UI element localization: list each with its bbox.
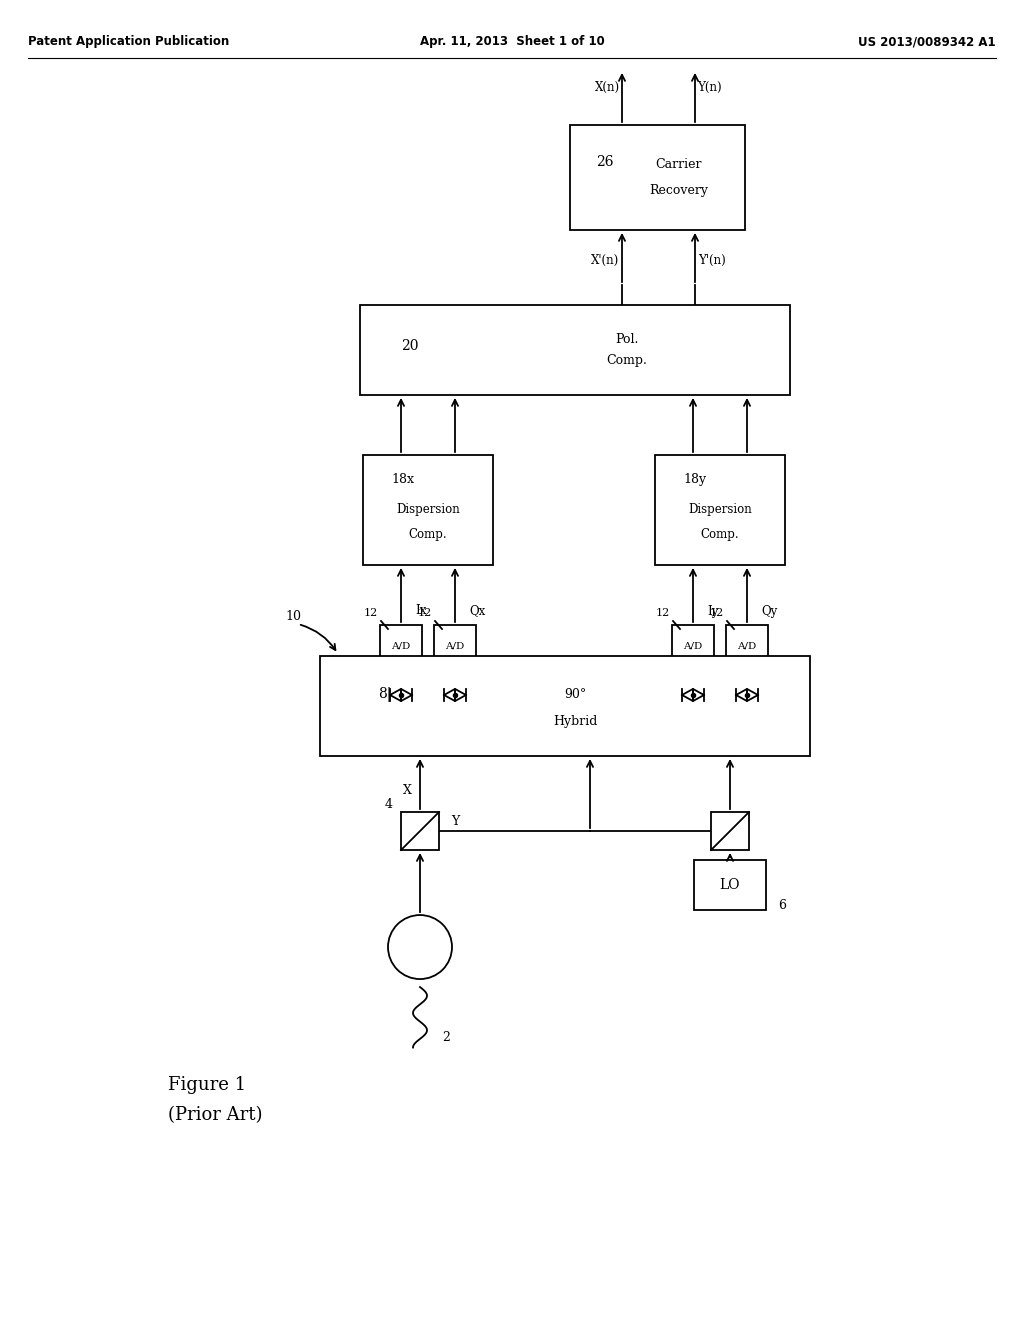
- Bar: [672, 624, 714, 667]
- Bar: [434, 624, 476, 667]
- Text: Y(n): Y(n): [697, 81, 722, 94]
- Text: US 2013/0089342 A1: US 2013/0089342 A1: [858, 36, 996, 49]
- Text: (Prior Art): (Prior Art): [168, 1106, 262, 1125]
- Text: A/D: A/D: [391, 642, 411, 651]
- Text: Dispersion: Dispersion: [688, 503, 752, 516]
- Text: 4: 4: [385, 797, 393, 810]
- Bar: [726, 624, 768, 667]
- Text: 10: 10: [285, 610, 301, 623]
- Text: Pol.: Pol.: [615, 333, 638, 346]
- Bar: [319, 656, 810, 756]
- Bar: [380, 624, 422, 667]
- Text: X: X: [403, 784, 412, 796]
- Bar: [655, 455, 785, 565]
- Text: 26: 26: [596, 154, 613, 169]
- Text: 12: 12: [418, 609, 432, 618]
- Text: Hybrid: Hybrid: [553, 714, 597, 727]
- Text: 6: 6: [778, 899, 786, 912]
- Text: 12: 12: [364, 609, 378, 618]
- Text: Apr. 11, 2013  Sheet 1 of 10: Apr. 11, 2013 Sheet 1 of 10: [420, 36, 604, 49]
- Text: Recovery: Recovery: [649, 183, 708, 197]
- Text: A/D: A/D: [683, 642, 702, 651]
- Text: A/D: A/D: [445, 642, 465, 651]
- Text: 90°: 90°: [564, 688, 586, 701]
- Text: 12: 12: [656, 609, 670, 618]
- Text: Qx: Qx: [469, 605, 485, 618]
- Text: 18y: 18y: [683, 473, 707, 486]
- Text: A/D: A/D: [737, 642, 757, 651]
- Bar: [360, 305, 790, 395]
- Text: 18x: 18x: [391, 473, 414, 486]
- Text: Iy: Iy: [707, 605, 719, 618]
- Text: Patent Application Publication: Patent Application Publication: [28, 36, 229, 49]
- Text: Y: Y: [451, 814, 459, 828]
- Text: 12: 12: [710, 609, 724, 618]
- Text: X(n): X(n): [595, 81, 620, 94]
- Text: 2: 2: [442, 1031, 450, 1044]
- Text: Dispersion: Dispersion: [396, 503, 460, 516]
- Bar: [694, 861, 766, 909]
- Text: Figure 1: Figure 1: [168, 1076, 246, 1094]
- Text: LO: LO: [720, 878, 740, 892]
- Text: Carrier: Carrier: [655, 158, 701, 172]
- Text: 20: 20: [401, 338, 419, 352]
- Text: Comp.: Comp.: [606, 354, 647, 367]
- Text: Comp.: Comp.: [409, 528, 447, 541]
- Text: X'(n): X'(n): [591, 253, 618, 267]
- Text: Qy: Qy: [761, 605, 777, 618]
- Bar: [711, 812, 749, 850]
- Bar: [570, 125, 745, 230]
- Text: Comp.: Comp.: [700, 528, 739, 541]
- Text: 8|: 8|: [378, 686, 392, 701]
- Text: Ix: Ix: [415, 605, 426, 618]
- Bar: [362, 455, 493, 565]
- Text: Y'(n): Y'(n): [698, 253, 726, 267]
- Bar: [401, 812, 439, 850]
